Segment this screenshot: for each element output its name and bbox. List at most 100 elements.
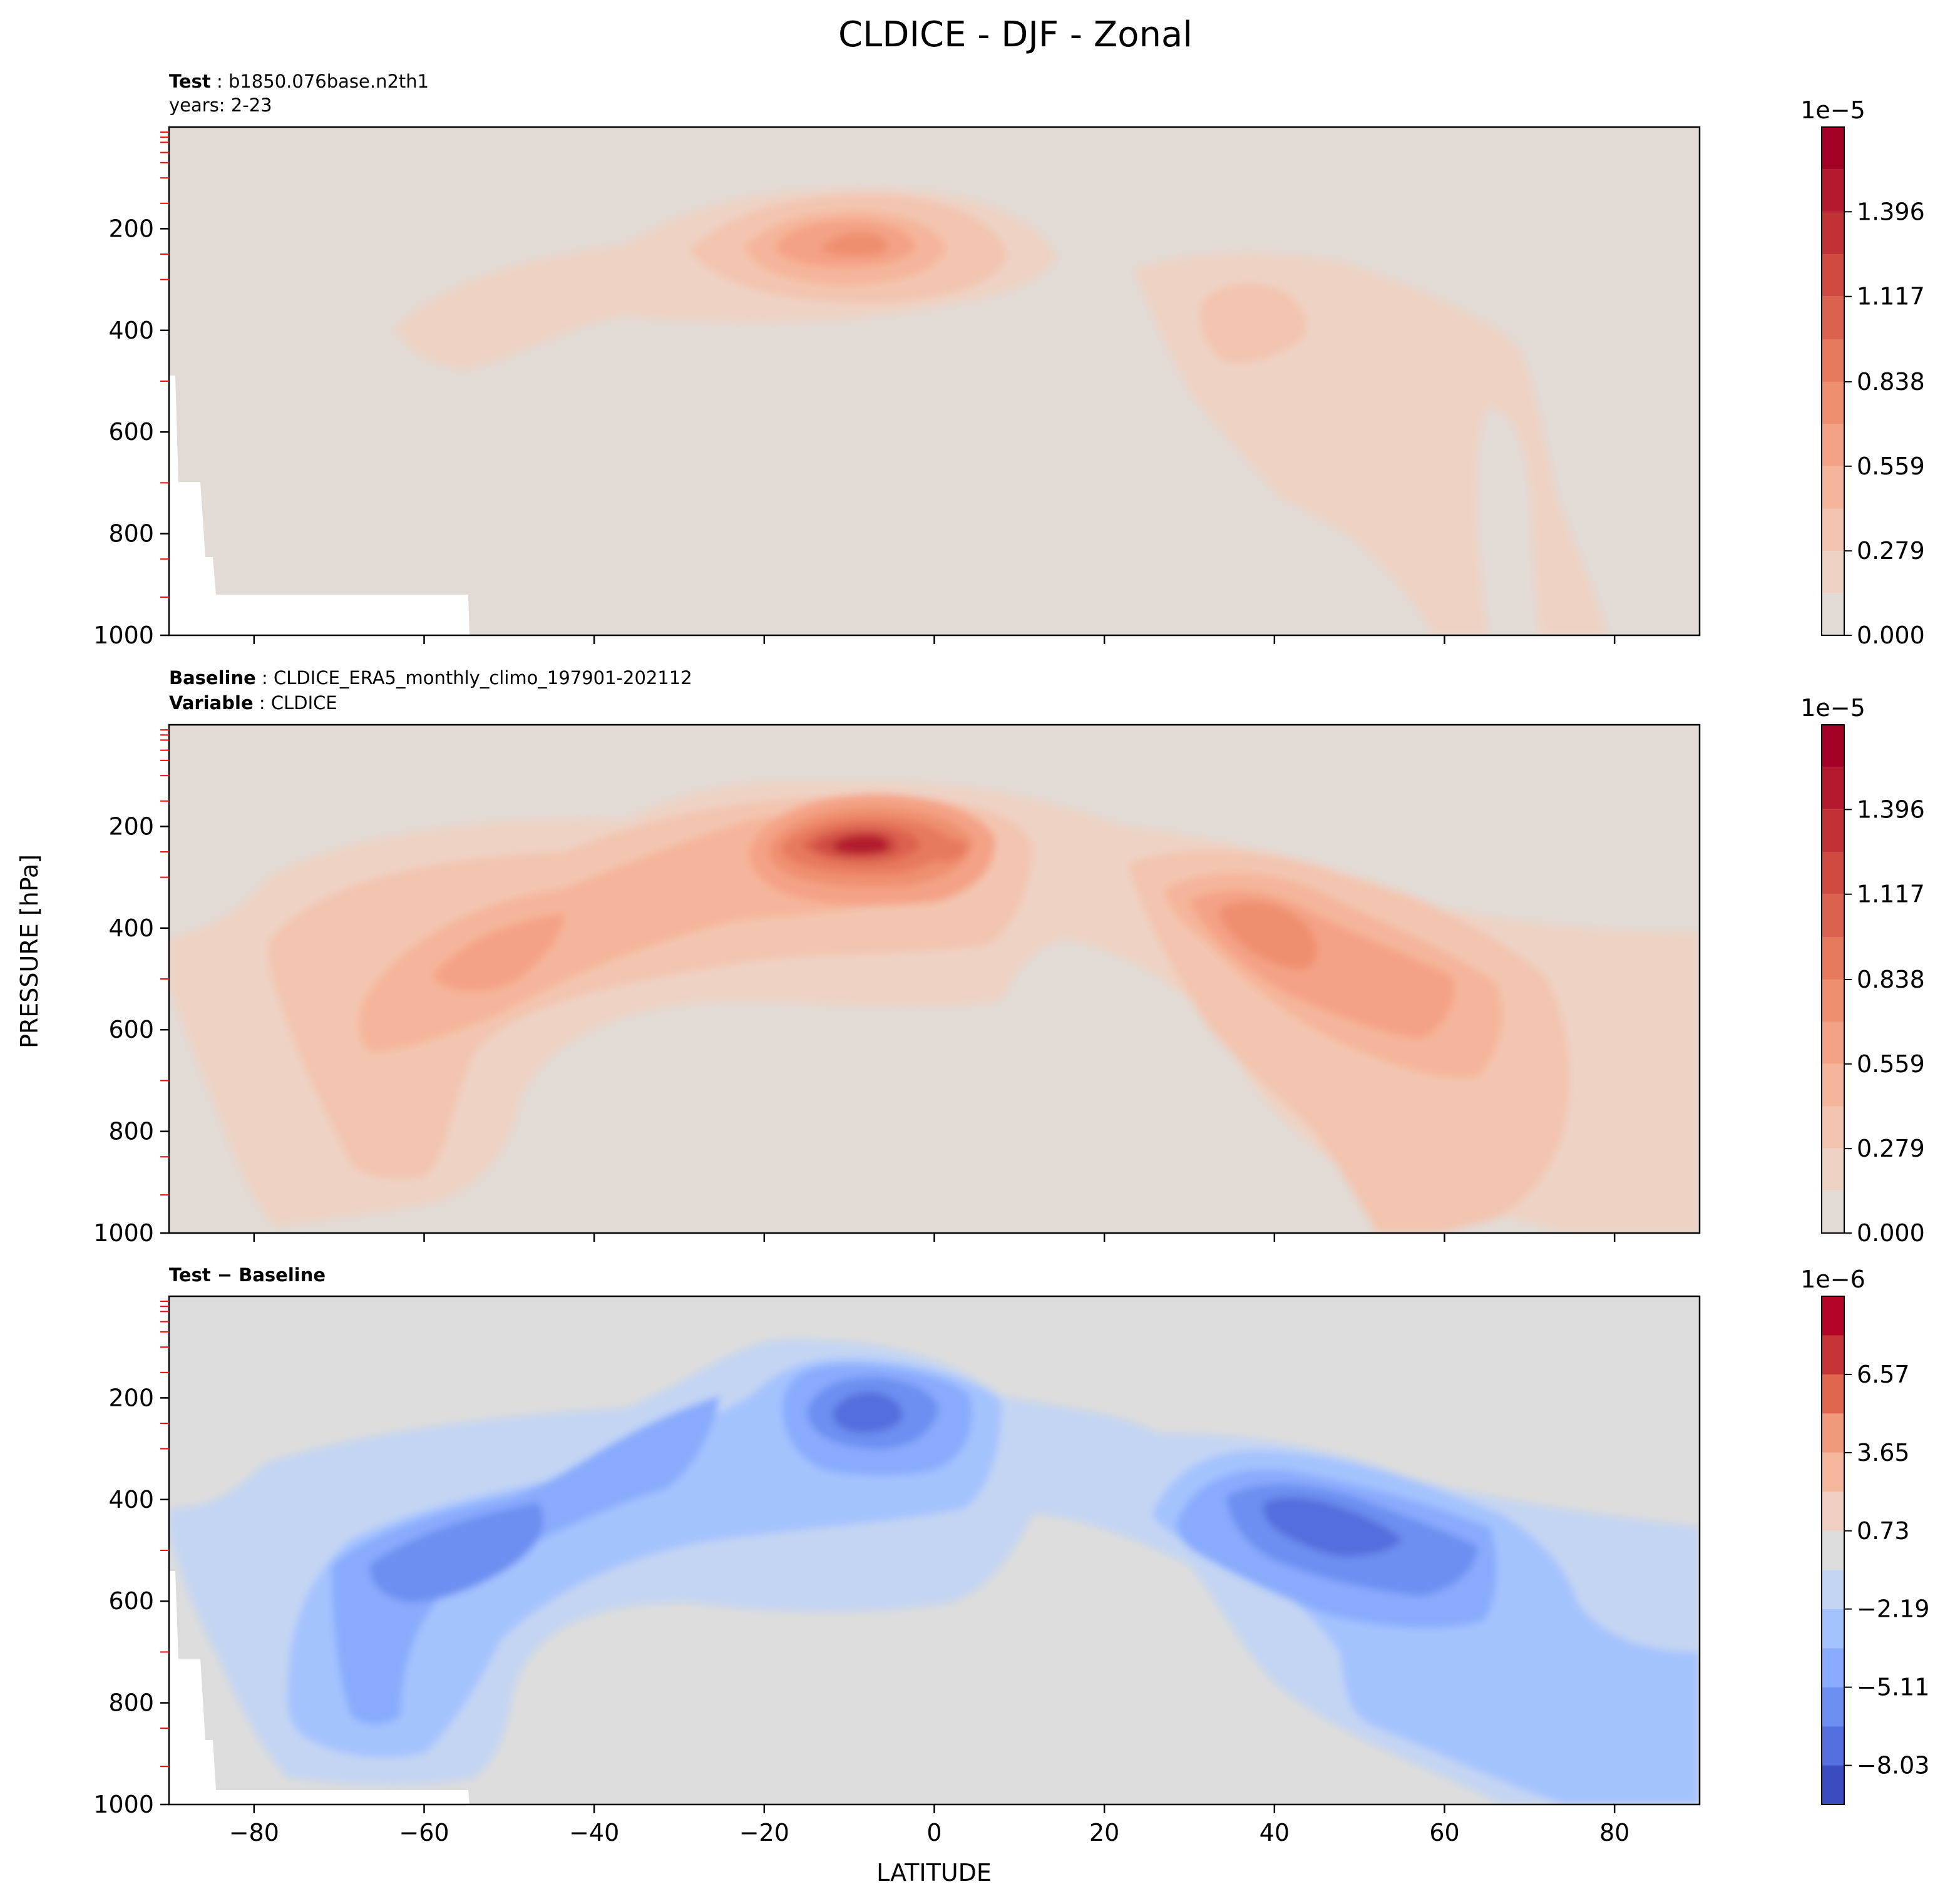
colorbar-segment bbox=[1822, 1149, 1844, 1191]
panel-test-case: b1850.076base.n2th1 bbox=[228, 71, 429, 92]
colorbar-segment bbox=[1822, 1452, 1844, 1492]
colorbar-segment bbox=[1822, 1021, 1844, 1064]
mask-test bbox=[169, 376, 469, 635]
y-tick-label: 200 bbox=[108, 215, 154, 242]
mask-diff bbox=[169, 1571, 469, 1804]
colorbar-segment bbox=[1822, 1335, 1844, 1374]
panel-test-sep: : bbox=[211, 71, 228, 92]
colorbar-segment bbox=[1822, 127, 1844, 170]
panel-baseline-variable: Variable : CLDICE bbox=[169, 692, 337, 714]
colorbar-segment bbox=[1822, 1106, 1844, 1149]
y-tick-label: 1000 bbox=[93, 1219, 154, 1247]
contour-baseline-l5-nh bbox=[1219, 901, 1317, 970]
colorbar-segment bbox=[1822, 1296, 1844, 1336]
panel-test-key: Test bbox=[169, 71, 211, 92]
panel-baseline-sep: : bbox=[256, 667, 274, 688]
contour-diff-min-nh bbox=[1263, 1497, 1402, 1557]
colorbar-segment bbox=[1822, 894, 1844, 938]
colorbar-segment bbox=[1822, 424, 1844, 466]
contour-test-core-5 bbox=[820, 232, 888, 257]
colorbar-segment bbox=[1822, 725, 1844, 767]
colorbar-segment bbox=[1822, 593, 1844, 635]
colorbar-tick-label: 0.838 bbox=[1857, 368, 1925, 396]
colorbar-tick-label: 1.117 bbox=[1857, 283, 1925, 310]
contour-field-test bbox=[169, 127, 1700, 635]
panel-diff-header: Test − Baseline bbox=[169, 1264, 326, 1286]
y-tick-label: 800 bbox=[108, 1118, 154, 1145]
colorbar-segment bbox=[1822, 767, 1844, 810]
colorbar-segment bbox=[1822, 1570, 1844, 1609]
colorbar-tick-label: 0.559 bbox=[1857, 453, 1925, 480]
contour-baseline-trop-side bbox=[926, 837, 967, 862]
panel-test-years: years: 2-23 bbox=[169, 95, 272, 116]
colorbar-segment bbox=[1822, 212, 1844, 254]
colorbar-segment bbox=[1822, 169, 1844, 212]
colorbar-segment bbox=[1822, 1687, 1844, 1727]
x-axis-label: LATITUDE bbox=[876, 1859, 992, 1886]
y-tick-label: 1000 bbox=[93, 1791, 154, 1818]
colorbar-segment bbox=[1822, 979, 1844, 1022]
colorbar-segment bbox=[1822, 1648, 1844, 1687]
panel-baseline-dataset: CLDICE_ERA5_monthly_climo_197901-202112 bbox=[274, 667, 692, 688]
colorbar-tick-label: 0.559 bbox=[1857, 1050, 1925, 1078]
colorbar-segment bbox=[1822, 381, 1844, 424]
panel-baseline-header: Baseline : CLDICE_ERA5_monthly_climo_197… bbox=[169, 667, 692, 688]
contour-field-diff bbox=[169, 1296, 1700, 1804]
colorbar-segment bbox=[1822, 508, 1844, 551]
panel-baseline: Baseline : CLDICE_ERA5_monthly_climo_197… bbox=[168, 667, 1701, 1234]
colorbar-tick-label: 1.396 bbox=[1857, 198, 1925, 225]
x-tick-label: −80 bbox=[229, 1819, 279, 1846]
colorbar-tick-label: 0.73 bbox=[1857, 1517, 1910, 1545]
y-tick-label: 600 bbox=[108, 1016, 154, 1043]
colorbar-segment bbox=[1822, 1765, 1844, 1804]
panel-test: Test : b1850.076base.n2th1 years: 2-23 bbox=[168, 71, 1701, 637]
y-tick-label: 400 bbox=[108, 1486, 154, 1513]
colorbar-segment bbox=[1822, 1530, 1844, 1570]
contour-test-hole bbox=[1477, 407, 1540, 635]
x-tick-label: 60 bbox=[1429, 1819, 1459, 1846]
contour-diff-l4-sh bbox=[369, 1502, 543, 1602]
colorbar-tick-label: 0.000 bbox=[1857, 622, 1925, 649]
colorbar-segment bbox=[1822, 1190, 1844, 1233]
colorbar-tick-label: −2.19 bbox=[1857, 1595, 1929, 1623]
panel-diff: Test − Baseline bbox=[168, 1264, 1701, 1806]
colorbar-offset: 1e−5 bbox=[1800, 694, 1865, 722]
contour-baseline-trop-max bbox=[833, 835, 889, 854]
colorbar-segment bbox=[1822, 551, 1844, 593]
x-tick-label: 0 bbox=[926, 1819, 942, 1846]
y-axis-label: PRESSURE [hPa] bbox=[16, 854, 43, 1048]
colorbar-segment bbox=[1822, 809, 1844, 852]
x-tick-label: 20 bbox=[1089, 1819, 1119, 1846]
colorbar-tick-label: 0.838 bbox=[1857, 966, 1925, 993]
colorbar-segment bbox=[1822, 1413, 1844, 1453]
colorbar-tick-label: 1.396 bbox=[1857, 796, 1925, 823]
y-tick-label: 600 bbox=[108, 1587, 154, 1615]
colorbar-segment bbox=[1822, 937, 1844, 980]
y-tick-label: 600 bbox=[108, 418, 154, 446]
figure-title: CLDICE - DJF - Zonal bbox=[838, 14, 1193, 55]
colorbars: 0.000 0.279 0.559 0.838 1.117 1.396 1e−5 0.000 0… bbox=[1800, 96, 1929, 1805]
colorbar-segment bbox=[1822, 1726, 1844, 1766]
colorbar-segment bbox=[1822, 466, 1844, 509]
colorbar-offset: 1e−6 bbox=[1800, 1266, 1865, 1293]
panel-diff-value: Baseline bbox=[239, 1264, 326, 1286]
panel-diff-sep: − bbox=[211, 1264, 239, 1286]
y-tick-label: 200 bbox=[108, 812, 154, 840]
x-tick-label: 40 bbox=[1260, 1819, 1290, 1846]
panel-test-header: Test : b1850.076base.n2th1 bbox=[169, 71, 429, 92]
panel-baseline-key: Baseline bbox=[169, 667, 256, 688]
colorbar-tick-label: 0.279 bbox=[1857, 1135, 1925, 1162]
colorbar-segment bbox=[1822, 254, 1844, 297]
contour-baseline-l4-sh bbox=[432, 914, 563, 991]
colorbar-tick-label: 6.57 bbox=[1857, 1361, 1910, 1388]
panel-variable-sep: : bbox=[254, 692, 271, 714]
colorbar-tick-label: −5.11 bbox=[1857, 1674, 1929, 1701]
x-tick-label: −20 bbox=[739, 1819, 789, 1846]
y-tick-label: 800 bbox=[108, 1689, 154, 1717]
colorbar-segment bbox=[1822, 1374, 1844, 1414]
contour-test-nh-2 bbox=[1199, 282, 1308, 364]
contour-diff-min-trop bbox=[832, 1392, 902, 1433]
colorbar-segment bbox=[1822, 339, 1844, 382]
colorbar-tick-label: 0.279 bbox=[1857, 537, 1925, 565]
